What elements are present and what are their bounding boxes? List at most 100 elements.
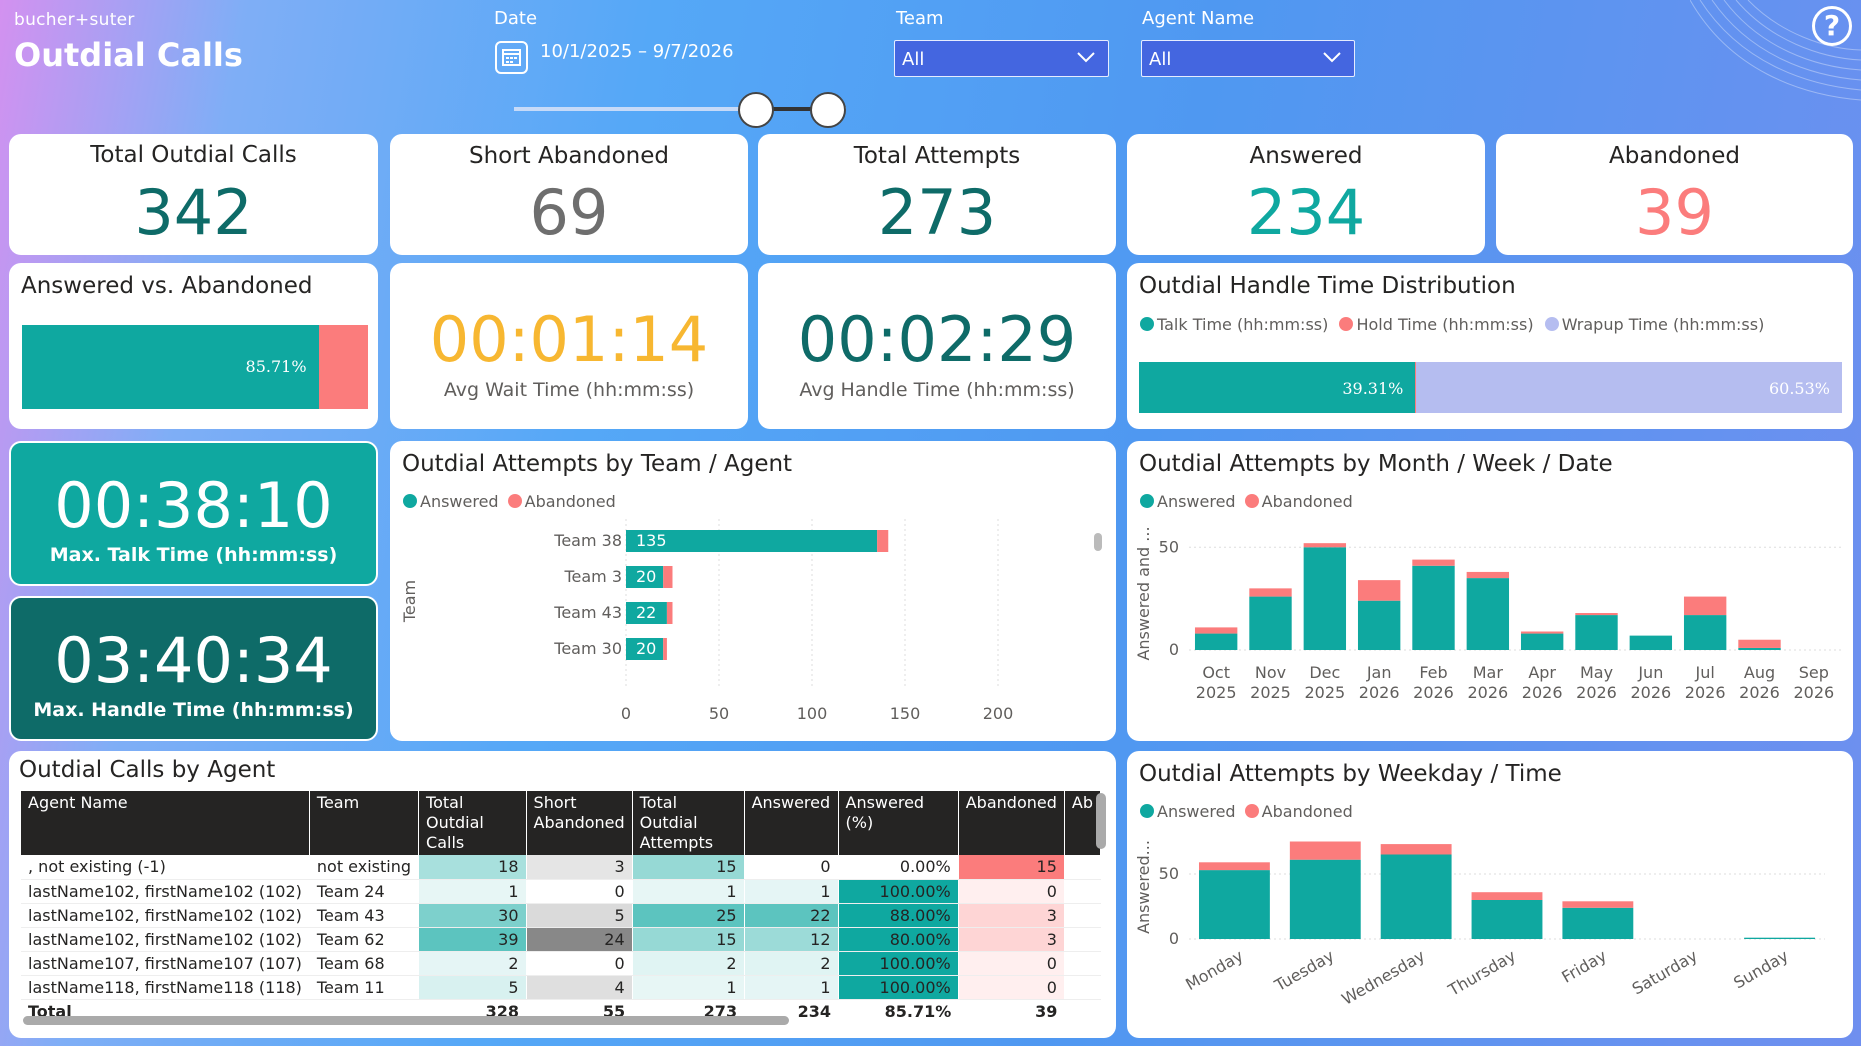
column-header[interactable]: Total Outdial Calls [418, 791, 527, 855]
bar-answered[interactable] [626, 530, 878, 552]
table-row[interactable]: lastName118, firstName118 (118) Team 11 5 4… [21, 975, 1101, 1000]
column-header[interactable]: Short Abandoned [526, 791, 633, 855]
x-tick-label: Monday [1182, 946, 1246, 994]
bar-answered[interactable] [1357, 600, 1401, 650]
column-header[interactable]: Answered [744, 791, 839, 855]
slider-handle-end[interactable] [810, 92, 846, 128]
legend-item-answered[interactable]: Answered [1140, 802, 1236, 821]
calendar-icon[interactable] [495, 41, 528, 74]
table-row[interactable]: lastName107, firstName107 (107) Team 68 2 0… [21, 951, 1101, 976]
bar-abandoned[interactable] [1412, 559, 1455, 566]
talk-time-segment[interactable]: 39.31% [1139, 362, 1416, 413]
x-tick-label: Mar [1473, 663, 1504, 682]
bar-abandoned[interactable] [1575, 613, 1618, 616]
bar-abandoned[interactable] [1466, 571, 1510, 579]
column-header[interactable]: Abandoned [958, 791, 1065, 855]
bar-answered[interactable] [1520, 633, 1564, 650]
table-row[interactable]: lastName102, firstName102 (102) Team 24 1 0… [21, 879, 1101, 904]
bar-answered[interactable] [1249, 596, 1292, 650]
table-row[interactable]: , not existing (-1) not existing 18 3 15 0 0.0… [21, 855, 1101, 880]
bar-abandoned[interactable] [1738, 639, 1781, 648]
bar-abandoned[interactable] [663, 638, 667, 660]
bar-answered[interactable] [1683, 615, 1727, 650]
bar-answered[interactable] [1198, 870, 1270, 939]
bar-abandoned[interactable] [1357, 580, 1401, 601]
legend-item-answered[interactable]: Answered [1140, 492, 1236, 511]
bar-answered[interactable] [1629, 635, 1673, 650]
bar-abandoned[interactable] [1380, 844, 1452, 855]
bar-answered[interactable] [626, 638, 664, 660]
kpi-max-handle-time: 03:40:34 Max. Handle Time (hh:mm:ss) [9, 596, 378, 741]
bar-answered[interactable] [1471, 900, 1543, 939]
table-cell: 100.00% [838, 879, 959, 904]
bar-answered[interactable] [1562, 907, 1634, 939]
legend-item-talk[interactable]: Talk Time (hh:mm:ss) [1140, 315, 1328, 334]
bar-abandoned[interactable] [877, 530, 889, 552]
card-title: Outdial Attempts by Team / Agent [402, 451, 793, 477]
bar-abandoned[interactable] [1683, 596, 1727, 616]
chart-scrollbar[interactable] [1094, 533, 1102, 551]
bar-answered[interactable] [1412, 565, 1455, 650]
bar-abandoned[interactable] [1249, 588, 1292, 597]
column-header[interactable]: Answered (%) [838, 791, 959, 855]
kpi-label: Total Attempts [853, 143, 1021, 169]
x-tick-label: May [1580, 663, 1613, 682]
table-cell: 100.00% [838, 951, 959, 976]
team-dropdown[interactable]: All [894, 40, 1109, 77]
table-cell: 3 [526, 855, 633, 880]
column-header[interactable]: Ab [1064, 791, 1101, 855]
bar-abandoned[interactable] [663, 566, 673, 588]
date-range-value: 10/1/2025 – 9/7/2026 [540, 41, 734, 62]
bar-abandoned[interactable] [1562, 901, 1634, 908]
bar-abandoned[interactable] [666, 602, 673, 624]
bar-answered[interactable] [1466, 578, 1510, 650]
column-header[interactable]: Agent Name [21, 791, 310, 855]
bar-abandoned[interactable] [1198, 862, 1270, 871]
legend-item-abandoned[interactable]: Abandoned [507, 492, 616, 511]
legend-item-abandoned[interactable]: Abandoned [1244, 492, 1353, 511]
table-cell: 15 [632, 855, 745, 880]
table-row[interactable]: lastName102, firstName102 (102) Team 43 30… [21, 903, 1101, 928]
bar-answered[interactable] [1194, 633, 1238, 650]
table-cell: 0 [958, 879, 1065, 904]
answered-bar[interactable]: 85.71% [22, 325, 319, 409]
table-cell: 5 [526, 903, 633, 928]
agent-dropdown[interactable]: All [1141, 40, 1355, 77]
bar-answered[interactable] [1289, 859, 1361, 939]
bar-answered[interactable] [1744, 937, 1816, 939]
y-tick-label: Team 43 [553, 603, 622, 622]
help-icon[interactable]: ? [1812, 6, 1852, 46]
table-horizontal-scrollbar[interactable] [23, 1016, 789, 1025]
bar-answered[interactable] [626, 566, 664, 588]
column-header[interactable]: Team [309, 791, 420, 855]
legend-item-hold[interactable]: Hold Time (hh:mm:ss) [1339, 315, 1534, 334]
bar-abandoned[interactable] [1194, 627, 1238, 634]
bar-abandoned[interactable] [1520, 631, 1564, 634]
column-header[interactable]: Total Outdial Attempts [632, 791, 745, 855]
bar-answered[interactable] [626, 602, 667, 624]
table-row[interactable]: lastName102, firstName102 (102) Team 62 39… [21, 927, 1101, 952]
legend-item-answered[interactable]: Answered [403, 492, 499, 511]
bar-abandoned[interactable] [1471, 892, 1543, 900]
bar-abandoned[interactable] [1289, 841, 1361, 860]
x-tick-label: 2025 [1196, 683, 1237, 702]
slider-handle-start[interactable] [737, 92, 774, 128]
x-tick-label: Oct [1202, 663, 1230, 682]
table-cell: lastName102, firstName102 (102) [21, 903, 310, 928]
bar-answered[interactable] [1303, 547, 1347, 650]
hold-time-segment[interactable] [1415, 362, 1417, 413]
legend-item-abandoned[interactable]: Abandoned [1244, 802, 1353, 821]
bar-answered[interactable] [1738, 647, 1781, 650]
legend-item-wrapup[interactable]: Wrapup Time (hh:mm:ss) [1544, 315, 1764, 334]
bar-answered[interactable] [1380, 854, 1452, 940]
x-tick-label: 2026 [1630, 683, 1671, 702]
bar-answered[interactable] [1575, 615, 1618, 650]
table-cell: 1 [632, 879, 745, 904]
kpi-value: 00:38:10 [54, 469, 333, 542]
x-tick-label: Saturday [1629, 946, 1701, 999]
table-vertical-scrollbar[interactable] [1096, 793, 1106, 849]
bar-abandoned[interactable] [1303, 543, 1347, 548]
table-cell: 12 [744, 927, 839, 952]
date-range-slider[interactable] [514, 92, 846, 135]
